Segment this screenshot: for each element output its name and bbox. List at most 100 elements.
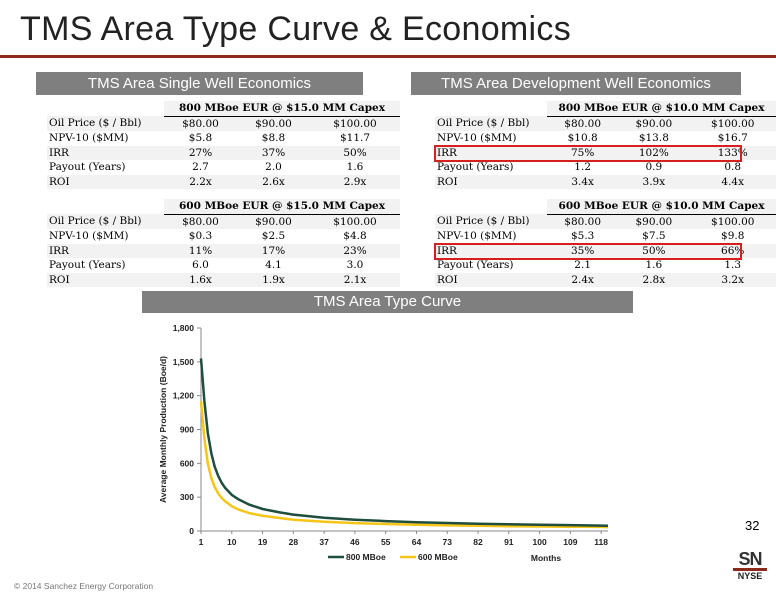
x-tick-label: 109 [563,537,577,547]
row-value: 66% [689,243,776,258]
row-value: $8.8 [237,131,310,146]
row-value: 2.6x [237,174,310,189]
row-value: $80.00 [547,214,619,229]
row-value: $2.5 [237,229,310,244]
x-tick-label: 118 [594,537,608,547]
row-value: $80.00 [164,116,237,131]
row-value: $100.00 [310,116,400,131]
row-value: 2.9x [310,174,400,189]
row-value: 50% [618,243,690,258]
row-label: IRR [435,145,548,160]
x-tick-label: 91 [504,537,514,547]
row-value: 102% [618,145,690,160]
x-tick-label: 46 [350,537,360,547]
x-tick-label: 28 [289,537,299,547]
table-row: IRR 27% 37% 50% [47,145,400,160]
row-value: 4.4x [689,174,776,189]
table-row: ROI 3.4x 3.9x 4.4x [435,174,776,189]
row-value: 50% [310,145,400,160]
row-value: $100.00 [689,116,776,131]
row-value: 2.1 [547,258,619,273]
legend-label: 800 MBoe [346,552,386,562]
table-row: NPV-10 ($MM) $5.8 $8.8 $11.7 [47,131,400,146]
table-row: NPV-10 ($MM) $0.3 $2.5 $4.8 [47,229,400,244]
y-axis-label: Average Monthly Production (Boe/d) [158,356,168,503]
x-tick-label: 37 [319,537,329,547]
x-tick-label: 55 [381,537,391,547]
company-logo: SN NYSE [733,550,767,582]
row-value: $5.8 [164,131,237,146]
table-row: Payout (Years) 2.1 1.6 1.3 [435,258,776,273]
development-well-header: TMS Area Development Well Economics [411,72,741,95]
table-row: ROI 2.4x 2.8x 3.2x [435,272,776,287]
row-value: 2.4x [547,272,619,287]
row-value: $100.00 [689,214,776,229]
row-value: 4.1 [237,258,310,273]
y-tick-label: 1,500 [173,357,195,367]
row-value: $90.00 [618,214,690,229]
row-value: $80.00 [164,214,237,229]
row-label: ROI [435,272,548,287]
series-line-600-mboe [199,401,609,529]
table-row: IRR 11% 17% 23% [47,243,400,258]
row-value: 2.2x [164,174,237,189]
row-value: 2.7 [164,160,237,175]
x-axis-label: Months [531,553,561,563]
table-row: Oil Price ($ / Bbl) $80.00 $90.00 $100.00 [435,116,776,131]
row-label: IRR [47,243,164,258]
chart-title: TMS Area Type Curve [142,291,633,313]
row-label: NPV-10 ($MM) [435,229,548,244]
y-tick-label: 300 [180,492,194,502]
row-label: Payout (Years) [435,160,548,175]
economics-table: 800 MBoe EUR @ $15.0 MM Capex Oil Price (… [47,101,400,189]
table-row: NPV-10 ($MM) $10.8 $13.8 $16.7 [435,131,776,146]
row-label: ROI [47,272,164,287]
legend-label: 600 MBoe [418,552,458,562]
table-row: Oil Price ($ / Bbl) $80.00 $90.00 $100.00 [47,116,400,131]
table-row: IRR 35% 50% 66% [435,243,776,258]
row-value: 1.3 [689,258,776,273]
row-value: $0.3 [164,229,237,244]
series-line-800-mboe [199,358,609,527]
x-tick-label: 19 [258,537,268,547]
logo-exchange: NYSE [733,568,767,582]
x-tick-label: 100 [533,537,547,547]
row-label: NPV-10 ($MM) [47,229,164,244]
row-label: NPV-10 ($MM) [435,131,548,146]
single-well-header: TMS Area Single Well Economics [36,72,363,95]
table-row: Payout (Years) 1.2 0.9 0.8 [435,160,776,175]
x-tick-label: 1 [199,537,204,547]
row-value: 1.9x [237,272,310,287]
row-label: NPV-10 ($MM) [47,131,164,146]
row-value: $4.8 [310,229,400,244]
irr-highlight-box [434,243,742,260]
row-value: 37% [237,145,310,160]
y-tick-label: 900 [180,425,194,435]
row-label: Oil Price ($ / Bbl) [47,214,164,229]
row-label: ROI [435,174,548,189]
row-value: $90.00 [237,116,310,131]
row-label: Payout (Years) [47,258,164,273]
row-value: 75% [547,145,619,160]
y-tick-label: 1,800 [173,323,195,333]
irr-highlight-box [434,145,742,162]
x-tick-label: 73 [443,537,453,547]
y-tick-label: 1,200 [173,391,195,401]
row-label: Payout (Years) [47,160,164,175]
row-value: 35% [547,243,619,258]
row-value: 0.9 [618,160,690,175]
table-row: Oil Price ($ / Bbl) $80.00 $90.00 $100.00 [435,214,776,229]
row-value: $90.00 [618,116,690,131]
table-caption: 600 MBoe EUR @ $10.0 MM Capex [547,199,776,215]
table-caption: 600 MBoe EUR @ $15.0 MM Capex [164,199,400,215]
row-value: 2.0 [237,160,310,175]
table-row: NPV-10 ($MM) $5.3 $7.5 $9.8 [435,229,776,244]
row-value: $7.5 [618,229,690,244]
row-value: $9.8 [689,229,776,244]
row-label: ROI [47,174,164,189]
table-caption: 800 MBoe EUR @ $15.0 MM Capex [164,101,400,117]
row-value: 3.4x [547,174,619,189]
row-value: 1.2 [547,160,619,175]
row-value: 23% [310,243,400,258]
row-value: $80.00 [547,116,619,131]
